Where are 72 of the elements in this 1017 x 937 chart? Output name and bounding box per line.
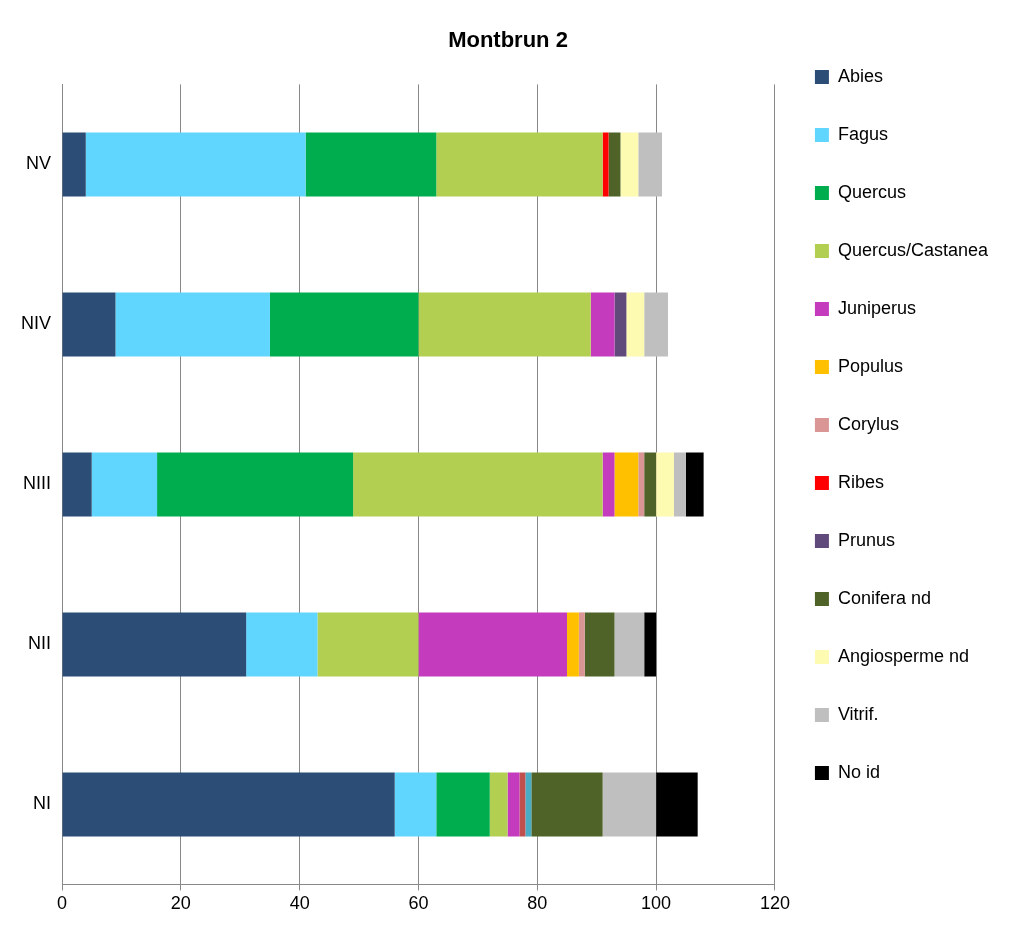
bar: [620, 132, 639, 197]
bar: [531, 772, 603, 837]
bar: [602, 132, 609, 197]
legend-label: No id: [837, 761, 880, 782]
bar: [436, 132, 603, 197]
bar: [656, 452, 674, 517]
bar: [62, 612, 247, 677]
x-tick-label: 20: [170, 893, 191, 914]
bar: [590, 292, 615, 357]
bar: [673, 452, 686, 517]
y-tick-label: NII: [27, 633, 52, 654]
legend-label: Juniperus: [837, 297, 916, 318]
y-tick-label: NI: [33, 793, 52, 814]
bar: [644, 452, 657, 517]
bar: [602, 452, 615, 517]
legend-label: Quercus: [837, 181, 906, 202]
legend-label: Ribes: [837, 471, 884, 492]
y-tick-label: NIV: [20, 313, 52, 334]
bar: [436, 772, 490, 837]
bar: [62, 132, 86, 197]
x-tick-label: 120: [759, 893, 790, 914]
bar: [614, 612, 645, 677]
bar: [685, 452, 704, 517]
bar: [85, 132, 306, 197]
bar: [507, 772, 520, 837]
legend-label: Vitrif.: [837, 703, 879, 724]
bar: [418, 292, 591, 357]
bar: [418, 612, 567, 677]
legend-label: Fagus: [837, 123, 888, 144]
bar: [584, 612, 615, 677]
bar: [626, 292, 645, 357]
bar: [614, 452, 639, 517]
bar: [638, 132, 663, 197]
bar: [656, 772, 698, 837]
y-tick-label: NIII: [22, 473, 52, 494]
bar: [62, 292, 116, 357]
x-tick-label: 0: [57, 893, 68, 914]
legend-label: Angiosperme nd: [837, 645, 970, 666]
legend-label: Corylus: [837, 413, 899, 434]
bar: [578, 612, 585, 677]
legend-label: Abies: [837, 65, 883, 86]
bar: [62, 452, 92, 517]
bar: [519, 772, 526, 837]
bar: [644, 292, 668, 357]
bar: [269, 292, 419, 357]
bar: [608, 132, 621, 197]
x-tick-label: 40: [289, 893, 310, 914]
bar: [305, 132, 437, 197]
legend-label: Conifera nd: [837, 587, 931, 608]
x-tick-label: 60: [408, 893, 429, 914]
x-tick-label: 80: [527, 893, 548, 914]
bar: [566, 612, 579, 677]
bar: [91, 452, 158, 517]
bar: [353, 452, 603, 517]
legend-label: Prunus: [837, 529, 895, 550]
bar: [644, 612, 657, 677]
chart-title: Montbrun 2: [448, 27, 568, 53]
bar: [317, 612, 419, 677]
bar: [489, 772, 508, 837]
bar: [638, 452, 645, 517]
bar: [525, 772, 532, 837]
bar: [246, 612, 318, 677]
legend-label: Populus: [837, 355, 903, 376]
bar: [157, 452, 354, 517]
bar: [614, 292, 627, 357]
bar: [602, 772, 657, 837]
legend-label: Quercus/Castanea: [837, 239, 989, 260]
bar: [62, 772, 395, 837]
bar: [115, 292, 270, 357]
x-tick-label: 100: [641, 893, 672, 914]
bar: [394, 772, 437, 837]
y-tick-label: NV: [25, 153, 52, 174]
